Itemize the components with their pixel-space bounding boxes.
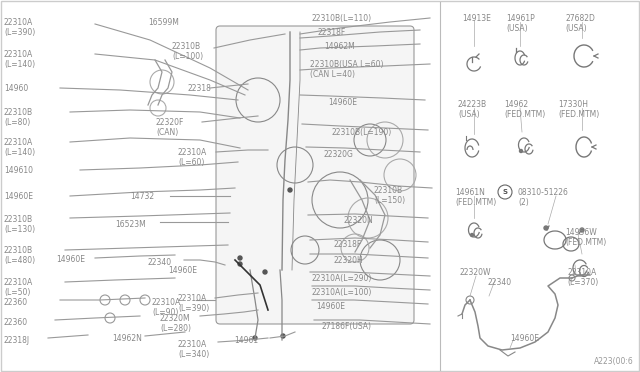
Text: 14956W
(FED.MTM): 14956W (FED.MTM) <box>565 228 606 247</box>
Text: 149610: 149610 <box>4 166 33 175</box>
Text: 22310A(L=100): 22310A(L=100) <box>312 288 372 297</box>
Text: 22340: 22340 <box>148 258 172 267</box>
Text: 24223B
(USA): 24223B (USA) <box>458 100 487 119</box>
Text: 22318F: 22318F <box>334 240 362 249</box>
Text: 14961N
(FED.MTM): 14961N (FED.MTM) <box>455 188 496 208</box>
Text: 14960E: 14960E <box>168 266 197 275</box>
Text: 22310A
(L=340): 22310A (L=340) <box>178 340 209 359</box>
Text: 22310B
(L=80): 22310B (L=80) <box>4 108 33 127</box>
Text: 22310A
(L=370): 22310A (L=370) <box>567 268 598 288</box>
Text: 22310A
(L=390): 22310A (L=390) <box>178 294 209 313</box>
Text: 22318: 22318 <box>188 84 212 93</box>
Text: 22310B(L=190): 22310B(L=190) <box>332 128 392 137</box>
Circle shape <box>288 188 292 192</box>
Text: 22320N: 22320N <box>344 216 374 225</box>
Text: 22310A
(L=60): 22310A (L=60) <box>178 148 207 167</box>
Text: 22318F: 22318F <box>318 28 346 37</box>
Text: 14960E: 14960E <box>328 98 357 107</box>
Text: A223(00:6: A223(00:6 <box>595 357 634 366</box>
Text: 22310A
(L=50): 22310A (L=50) <box>4 278 33 297</box>
Circle shape <box>281 334 285 338</box>
Circle shape <box>520 150 522 153</box>
Text: 22320F
(CAN): 22320F (CAN) <box>156 118 184 137</box>
Text: S: S <box>502 189 508 195</box>
Text: 16599M: 16599M <box>148 18 179 27</box>
Text: 22320M
(L=280): 22320M (L=280) <box>160 314 191 333</box>
Text: 22310A
(L=140): 22310A (L=140) <box>4 50 35 70</box>
Circle shape <box>544 226 548 230</box>
Text: 16523M: 16523M <box>115 220 146 229</box>
Text: 22310A
(L=390): 22310A (L=390) <box>4 18 35 38</box>
Text: 22310B
(L=130): 22310B (L=130) <box>4 215 35 234</box>
Text: 22310B
(L=150): 22310B (L=150) <box>374 186 405 205</box>
Circle shape <box>263 270 267 274</box>
Text: 14962M: 14962M <box>324 42 355 51</box>
Text: 22320H: 22320H <box>334 256 364 265</box>
Text: 27682D
(USA): 27682D (USA) <box>565 14 595 33</box>
FancyBboxPatch shape <box>216 26 414 324</box>
Text: 22360: 22360 <box>4 298 28 307</box>
Text: 08310-51226
(2): 08310-51226 (2) <box>518 188 569 208</box>
Text: 22318J: 22318J <box>4 336 30 345</box>
Circle shape <box>238 256 242 260</box>
Text: 22310A
(L=140): 22310A (L=140) <box>4 138 35 157</box>
Text: 14913E: 14913E <box>462 14 491 23</box>
Text: 14732: 14732 <box>130 192 154 201</box>
Text: 22360: 22360 <box>4 318 28 327</box>
Text: 22310B
(L=100): 22310B (L=100) <box>172 42 203 61</box>
Text: 22310B
(L=480): 22310B (L=480) <box>4 246 35 265</box>
Text: 14960E: 14960E <box>4 192 33 201</box>
Text: 14960: 14960 <box>4 84 28 93</box>
Circle shape <box>470 234 474 237</box>
Circle shape <box>238 262 242 266</box>
Text: 22310B(USA L=60)
(CAN L=40): 22310B(USA L=60) (CAN L=40) <box>310 60 383 79</box>
Text: 14962
(FED.MTM): 14962 (FED.MTM) <box>504 100 545 119</box>
Text: 27186F(USA): 27186F(USA) <box>322 322 372 331</box>
Text: 22320G: 22320G <box>324 150 354 159</box>
Text: 22340: 22340 <box>488 278 512 287</box>
Text: 14962N: 14962N <box>112 334 142 343</box>
Text: 22320W: 22320W <box>460 268 492 277</box>
Text: 17330H
(FED.MTM): 17330H (FED.MTM) <box>558 100 599 119</box>
Text: 14961: 14961 <box>234 336 258 345</box>
Text: 14960E: 14960E <box>510 334 539 343</box>
Text: 14960E: 14960E <box>56 255 85 264</box>
Text: 22310A(L=290): 22310A(L=290) <box>312 274 372 283</box>
Circle shape <box>253 336 257 340</box>
Text: 22310B(L=110): 22310B(L=110) <box>312 14 372 23</box>
Text: 22310A
(L=90): 22310A (L=90) <box>152 298 181 317</box>
Text: 14960E: 14960E <box>316 302 345 311</box>
Circle shape <box>580 228 584 232</box>
Text: 14961P
(USA): 14961P (USA) <box>506 14 535 33</box>
